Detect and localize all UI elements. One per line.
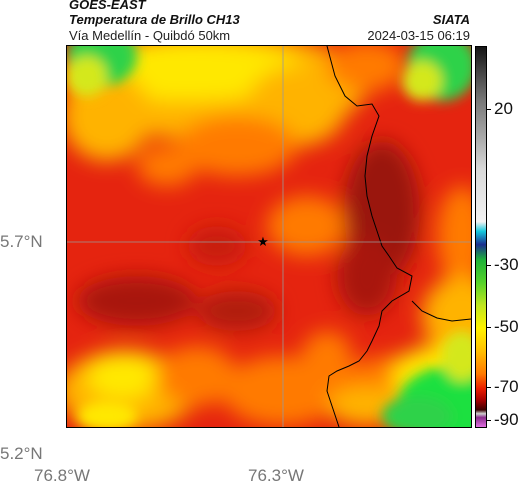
star-icon[interactable]: ★ (257, 235, 269, 250)
border-line (326, 46, 413, 427)
colorbar-label: -70 (494, 377, 519, 396)
colorbar-tick (486, 387, 491, 388)
product-title: Temperatura de Brillo CH13 (69, 12, 240, 27)
location-label: Vía Medellín - Quibdó 50km (69, 28, 231, 43)
lon-label: 76.3°W (248, 466, 304, 485)
lat-label: 5.7°N (0, 232, 43, 251)
colorbar-tick (486, 327, 491, 328)
colorbar-label: -90 (494, 410, 519, 429)
colorbar-label: -50 (494, 317, 519, 336)
satellite-source: GOES-EAST (69, 0, 146, 12)
border-line-east (411, 300, 471, 322)
organization-label: SIATA (432, 12, 470, 27)
colorbar (475, 46, 487, 428)
temperature-field (67, 46, 471, 427)
lat-label: 5.2°N (0, 444, 43, 463)
colorbar-label: -30 (494, 255, 519, 274)
colorbar-tick (486, 265, 491, 266)
colorbar-tick (486, 109, 491, 110)
colorbar-tick (486, 420, 491, 421)
map-panel[interactable]: ★ (66, 45, 472, 428)
colorbar-label: 20 (494, 99, 513, 118)
datetime-label: 2024-03-15 06:19 (367, 28, 470, 43)
brightness-temperature-map[interactable]: ★ (67, 46, 471, 427)
lon-label: 76.8°W (34, 466, 90, 485)
